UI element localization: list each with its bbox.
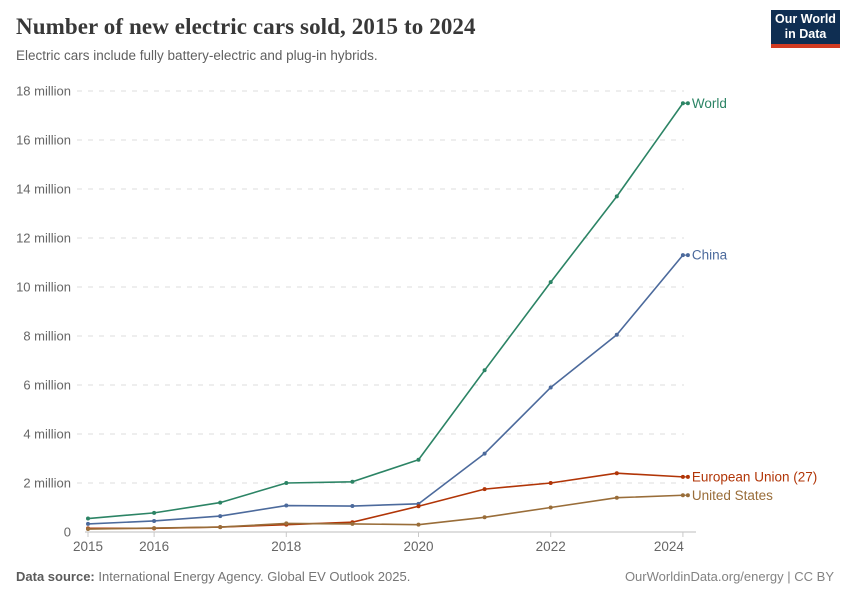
x-tick-label: 2022 — [536, 539, 566, 554]
series-world[interactable]: World — [86, 96, 727, 521]
data-point — [152, 526, 157, 531]
chart-title: Number of new electric cars sold, 2015 t… — [16, 14, 476, 39]
series-end-marker — [685, 474, 690, 479]
y-gridlines — [77, 90, 684, 484]
data-source: Data source: International Energy Agency… — [16, 569, 410, 584]
x-tick-label: 2020 — [403, 539, 433, 554]
data-point — [482, 451, 487, 456]
y-tick-label: 4 million — [23, 427, 71, 442]
y-tick-label: 12 million — [16, 231, 71, 246]
data-point — [614, 194, 619, 199]
data-point — [482, 487, 487, 492]
data-point — [284, 503, 289, 508]
owid-logo-line1: Our World — [775, 12, 836, 27]
data-source-label: Data source: — [16, 569, 95, 584]
data-point — [218, 525, 223, 530]
y-tick-label: 14 million — [16, 182, 71, 197]
data-point — [284, 481, 289, 485]
data-point — [218, 514, 223, 519]
x-tick-label: 2016 — [139, 539, 169, 554]
data-point — [614, 471, 619, 476]
data-point — [416, 504, 421, 509]
data-point — [350, 521, 355, 526]
y-tick-label: 6 million — [23, 378, 71, 393]
data-point — [548, 505, 553, 510]
series-line-world — [87, 102, 684, 520]
x-axis — [85, 531, 696, 537]
license-credit[interactable]: OurWorldinData.org/energy | CC BY — [624, 569, 834, 584]
series-line-china — [87, 254, 684, 525]
data-point — [548, 385, 553, 390]
series-label-european-union-27: European Union (27) — [692, 469, 817, 484]
y-tick-label: 10 million — [16, 280, 71, 295]
owid-logo[interactable]: Our World in Data — [771, 10, 840, 48]
data-point — [548, 481, 553, 485]
series-label-china: China — [692, 248, 728, 263]
data-point — [152, 518, 157, 523]
data-point — [350, 479, 355, 484]
y-tick-label: 18 million — [16, 84, 71, 99]
data-point — [614, 332, 619, 337]
chart-subtitle: Electric cars include fully battery-elec… — [16, 48, 378, 63]
x-axis-labels: 2015 2016 2018 2020 2022 2024 — [73, 539, 684, 554]
x-tick-label: 2015 — [73, 539, 103, 554]
y-tick-label-zero: 0 — [64, 525, 71, 540]
data-point — [152, 510, 157, 515]
y-tick-label: 8 million — [23, 329, 71, 344]
y-tick-label: 16 million — [16, 133, 71, 148]
series-label-united-states: United States — [692, 488, 773, 503]
series-united-states[interactable]: United States — [86, 488, 773, 532]
data-point — [614, 495, 619, 500]
x-tick-label: 2018 — [271, 539, 301, 554]
series-line-united-states — [87, 494, 683, 530]
series-china[interactable]: China — [86, 248, 728, 526]
data-point — [482, 368, 487, 373]
data-point — [86, 521, 90, 526]
x-tick-label: 2024 — [654, 539, 685, 554]
data-point — [86, 516, 90, 521]
y-axis-labels: 2 million 4 million 6 million 8 million 10 m… — [16, 84, 71, 540]
data-point — [548, 280, 553, 285]
data-point — [416, 457, 421, 462]
series-label-world: World — [692, 96, 727, 111]
chart-footer: Data source: International Energy Agency… — [16, 569, 834, 584]
y-tick-label: 2 million — [23, 476, 71, 491]
data-point — [350, 504, 355, 509]
series-end-marker — [685, 493, 690, 498]
owid-logo-line2: in Data — [784, 27, 827, 41]
series-end-marker — [685, 253, 690, 258]
data-source-text: International Energy Agency. Global EV O… — [98, 569, 411, 584]
data-point — [218, 500, 223, 505]
series-end-marker — [685, 101, 690, 106]
data-point — [284, 521, 289, 526]
data-point — [86, 527, 90, 532]
data-point — [482, 515, 487, 520]
data-point — [416, 522, 421, 527]
